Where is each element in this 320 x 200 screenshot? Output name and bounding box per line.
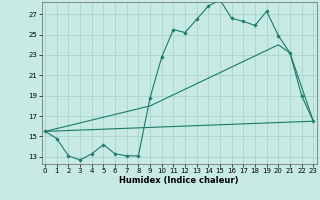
X-axis label: Humidex (Indice chaleur): Humidex (Indice chaleur) [119,176,239,185]
